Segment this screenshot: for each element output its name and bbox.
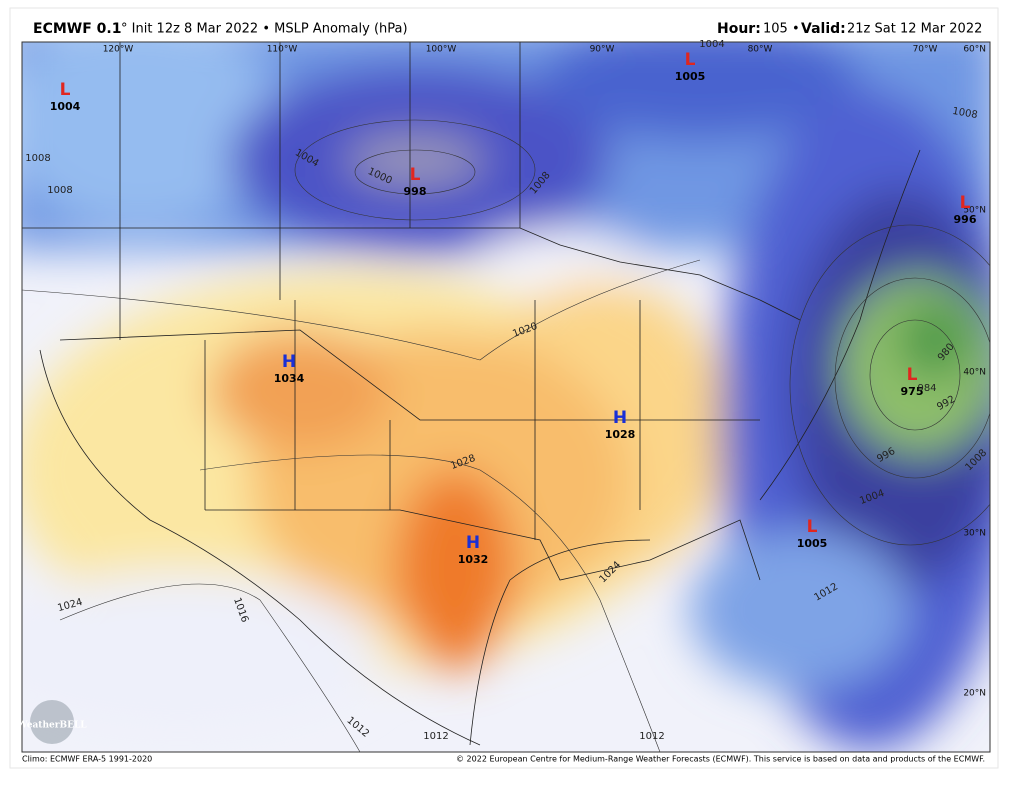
isobars [22,119,990,752]
longitude-label: 120°W [103,45,134,55]
longitude-label: 70°W [913,45,938,55]
pressure-center-letter: L [960,193,971,213]
logo-mark [30,700,74,744]
pressure-center-value: 998 [404,185,427,198]
longitude-label: 80°W [748,45,773,55]
contour-label: 984 [917,383,936,394]
contour-label: 1004 [699,39,724,50]
logo: WeatherBELL [16,721,87,731]
copyright: © 2022 European Centre for Medium-Range … [456,755,985,764]
pressure-center-letter: L [60,80,71,100]
valid: 21z Sat 12 Mar 2022 [847,22,982,37]
map-frame [21,41,991,753]
pressure-center-letter: L [410,165,421,185]
pressure-center-value: 1032 [458,553,489,566]
boundaries [22,42,921,746]
pressure-center-letter: L [807,517,818,537]
contour-label: 1008 [951,106,978,121]
pressure-center-letter: H [282,352,296,372]
latitude-label: 20°N [963,689,986,699]
latitude-label: 60°N [963,45,986,55]
hour-label: Hour: [717,21,761,37]
pressure-center-letter: H [466,533,480,553]
pressure-center-value: 996 [954,213,977,226]
pressure-center-value: 975 [901,385,924,398]
contour-label: 1008 [47,185,72,196]
latitude-label: 50°N [963,206,986,216]
model: ECMWF 0.1 [33,21,121,37]
latitude-label: 40°N [963,368,986,378]
valid-label: Valid: [801,21,846,37]
pressure-center-letter: H [613,408,627,428]
contour-label: 1012 [423,731,448,742]
longitude-label: 90°W [590,45,615,55]
hour: 105 • [763,22,800,37]
pressure-center-value: 1028 [605,428,636,441]
map-field [22,42,990,752]
pressure-center-letter: L [907,365,918,385]
climo: Climo: ECMWF ERA-5 1991-2020 [22,755,152,764]
latitude-label: 30°N [963,529,986,539]
pressure-center-value: 1005 [797,537,828,550]
pressure-center-value: 1004 [50,100,81,113]
contour-label: 1008 [25,153,50,164]
longitude-label: 100°W [426,45,457,55]
pressure-center-value: 1005 [675,70,706,83]
pressure-center-letter: L [685,50,696,70]
pressure-center-value: 1034 [274,372,305,385]
contour-label: 1012 [639,731,664,742]
longitude-label: 110°W [267,45,298,55]
details: ° Init 12z 8 Mar 2022 • MSLP Anomaly (hP… [121,22,408,37]
